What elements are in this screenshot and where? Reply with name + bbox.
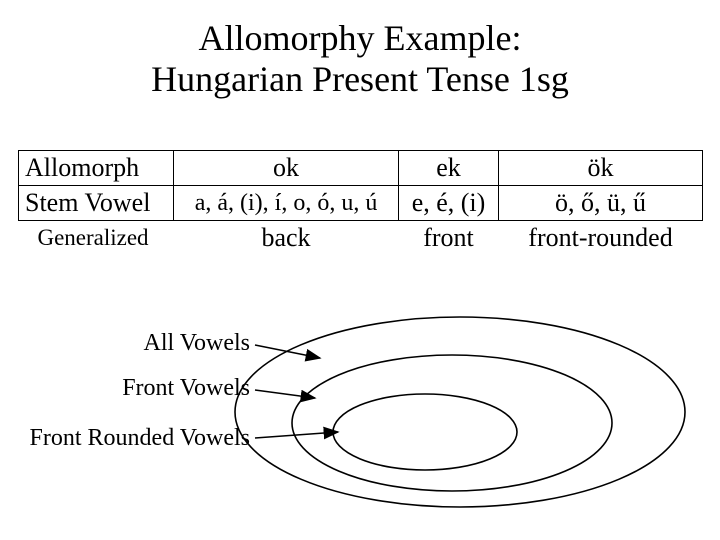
ellipse-group [235,317,685,507]
arrow-all [255,345,320,358]
arrow-front [255,390,315,398]
venn-diagram [0,0,720,540]
ellipse-middle [292,355,612,491]
ellipse-inner [333,394,517,470]
arrow-group [255,345,338,438]
slide: Allomorphy Example: Hungarian Present Te… [0,0,720,540]
ellipse-outer [235,317,685,507]
arrow-rounded [255,432,338,438]
